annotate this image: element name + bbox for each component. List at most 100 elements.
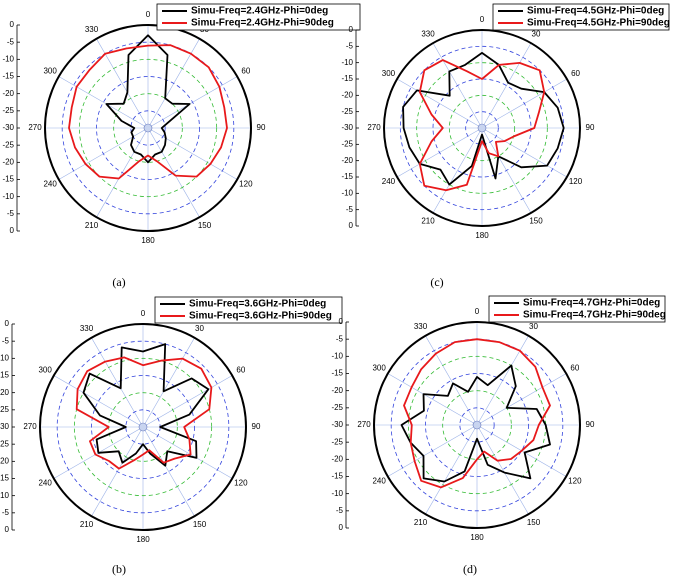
r-tick-label: -15 <box>331 369 343 378</box>
angle-label: 210 <box>421 217 435 226</box>
angle-label: 30 <box>532 30 541 39</box>
center <box>143 123 153 133</box>
r-tick-label: -5 <box>346 41 354 50</box>
legend-label: Simu-Freq=2.4GHz-Phi=90deg <box>191 18 334 29</box>
grid-circle <box>448 94 516 162</box>
r-tick-label: -15 <box>0 371 10 380</box>
series-line <box>82 343 210 467</box>
grid-circle <box>96 76 200 180</box>
grid-circle <box>373 321 581 529</box>
grid-circle <box>73 357 213 497</box>
grid-circle <box>390 338 564 512</box>
center <box>472 420 482 430</box>
grid-circle <box>442 390 512 460</box>
r-tick-label: 0 <box>10 20 15 29</box>
grid-circle <box>61 41 235 215</box>
legend-label: Simu-Freq=4.7GHz-Phi=90deg <box>523 310 666 321</box>
angle-label: 270 <box>357 420 371 429</box>
angle-label: 300 <box>382 69 396 78</box>
r-tick-label: -30 <box>2 123 14 132</box>
grid-circle <box>459 407 495 443</box>
r-tick-label: -20 <box>341 156 353 165</box>
angle-label: 60 <box>571 69 580 78</box>
angle-label: 270 <box>23 422 37 431</box>
spoke <box>425 335 478 426</box>
r-tick-label: -10 <box>331 351 343 360</box>
grid-circle <box>432 78 532 178</box>
angle-label: 300 <box>43 67 57 76</box>
angle-label: 30 <box>195 324 204 333</box>
angle-label: 90 <box>252 422 261 431</box>
r-tick-label: -25 <box>2 106 14 115</box>
angle-label: 0 <box>475 307 480 316</box>
angle-label: 240 <box>372 477 386 486</box>
angle-label: 120 <box>239 180 253 189</box>
series-line <box>105 34 191 164</box>
r-tick-label: 0 <box>339 317 344 326</box>
spoke <box>53 375 144 428</box>
angle-label: 210 <box>85 221 99 230</box>
angle-label: 330 <box>421 30 435 39</box>
grid-circle <box>383 29 581 227</box>
angle-label: 180 <box>141 236 155 245</box>
legend-box <box>492 3 670 31</box>
angle-label: 240 <box>43 180 57 189</box>
series-line <box>75 356 213 470</box>
angle-label: 120 <box>569 177 583 186</box>
series-line <box>68 44 228 180</box>
grid-circle <box>39 323 247 531</box>
legend-box <box>488 295 666 323</box>
angle-label: 330 <box>85 25 99 34</box>
r-tick-label: -25 <box>0 405 10 414</box>
r-tick-label: -25 <box>2 140 14 149</box>
spoke <box>476 424 529 515</box>
angle-label: 0 <box>146 10 151 19</box>
legend-label: Simu-Freq=4.5GHz-Phi=0deg <box>527 6 664 17</box>
r-tick-label: -15 <box>341 172 353 181</box>
r-tick-label: -10 <box>0 353 10 362</box>
r-tick-label: 0 <box>5 525 10 534</box>
r-tick-label: -20 <box>331 454 343 463</box>
r-tick-label: -30 <box>341 123 353 132</box>
r-tick-label: -20 <box>2 157 14 166</box>
spoke <box>396 78 483 129</box>
angle-label: 60 <box>236 366 245 375</box>
r-tick-label: -15 <box>0 474 10 483</box>
grid-circle <box>113 93 183 163</box>
r-tick-label: 0 <box>349 221 354 230</box>
angle-label: 60 <box>570 364 579 373</box>
r-tick-label: -5 <box>2 508 10 517</box>
r-tick-label: -5 <box>336 506 344 515</box>
legend-box <box>154 296 343 324</box>
r-tick-label: -25 <box>0 439 10 448</box>
legend-box <box>156 3 361 31</box>
angle-label: 60 <box>241 67 250 76</box>
r-tick-label: -20 <box>331 386 343 395</box>
angle-label: 240 <box>382 177 396 186</box>
grid-circle <box>78 58 218 198</box>
spoke <box>387 373 478 426</box>
r-tick-label: -10 <box>2 192 14 201</box>
r-tick-label: -10 <box>0 491 10 500</box>
r-tick-label: -20 <box>0 388 10 397</box>
angle-label: 270 <box>367 123 381 132</box>
grid-circle <box>416 62 548 194</box>
grid-circle <box>91 375 195 479</box>
r-tick-label: 0 <box>339 523 344 532</box>
r-tick-label: -5 <box>2 336 10 345</box>
angle-label: 30 <box>529 322 538 331</box>
angle-label: 150 <box>198 221 212 230</box>
series-line <box>403 338 551 489</box>
r-tick-label: 0 <box>10 226 15 235</box>
grid-circle <box>465 111 499 145</box>
grid-circle <box>130 110 166 146</box>
angle-label: 0 <box>141 309 146 318</box>
legend-label: Simu-Freq=4.7GHz-Phi=0deg <box>523 298 660 309</box>
r-tick-label: -10 <box>2 54 14 63</box>
r-tick-label: -25 <box>341 139 353 148</box>
r-tick-label: -5 <box>336 334 344 343</box>
angle-label: 150 <box>193 520 207 529</box>
angle-label: 210 <box>414 518 428 527</box>
spoke <box>147 127 200 218</box>
